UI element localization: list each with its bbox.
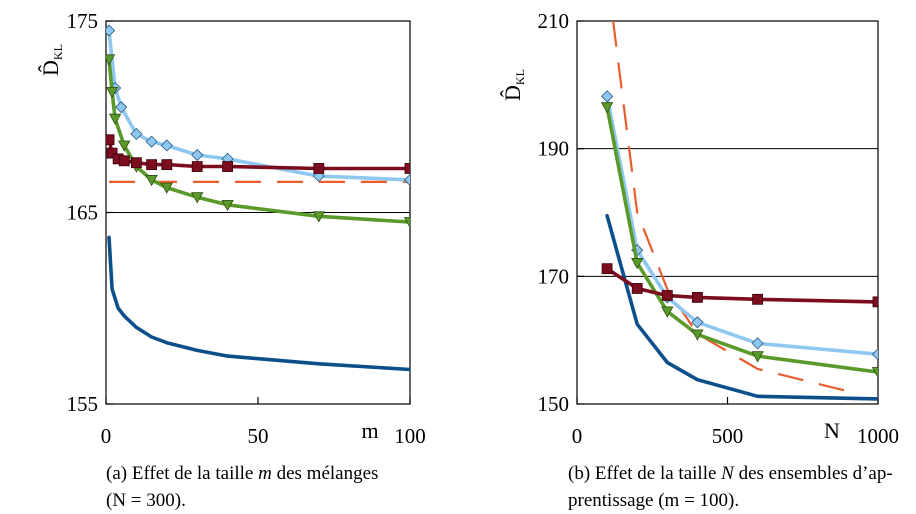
plot-area [106,24,410,372]
series-line [605,94,878,356]
data-point [115,101,128,114]
x-tick-label: 0 [101,424,112,448]
data-point [222,161,234,172]
data-point [106,147,118,159]
data-point [191,192,204,204]
data-point [404,163,410,174]
x-axis-label: m [361,418,378,443]
data-point [146,159,158,171]
caption-a-var: m [258,463,272,484]
y-axis-label: D̂KL [500,69,527,101]
chart-a: 0 50 100 155 165 175 m D̂KL [38,9,426,448]
y-axis-label-main: D̂ [500,85,525,101]
chart-b: 0 500 1000 150 170 190 210 N D̂KL [500,9,899,448]
data-point [191,148,204,162]
data-point [106,86,119,99]
y-tick-label: 165 [67,201,99,225]
y-axis-label-main: D̂ [38,60,63,76]
data-point [106,54,116,66]
data-point [130,157,142,169]
y-tick-label: 210 [538,9,570,33]
data-point [631,283,643,294]
data-point [160,182,173,194]
data-point [108,113,122,125]
data-point [403,217,410,229]
caption-b-var: N [721,463,734,484]
caption-a-label: (a) [106,463,128,484]
data-point [600,102,614,114]
data-point [106,134,115,146]
caption-b-post: des ensembles d’ap- [733,463,893,484]
data-point [691,316,704,329]
x-tick-label: 50 [248,424,269,448]
data-point [691,329,704,341]
data-point [161,159,173,171]
plot-area [600,21,878,401]
data-point [191,161,203,172]
data-point [601,90,614,103]
data-point [118,140,131,152]
data-point [312,211,325,223]
data-point [160,139,173,152]
caption-b-label: (b) [568,463,591,484]
y-axis-label-subscript: KL [51,44,65,60]
caption-b: (b) Effet de la taille N des ensembles d… [568,460,913,514]
series-line [107,28,410,182]
data-point [145,175,158,187]
data-point [130,127,143,141]
x-tick-label: 500 [712,424,744,448]
data-point [751,351,764,363]
x-tick-label: 100 [394,424,426,448]
y-axis-label-subscript: KL [513,69,527,85]
data-point [661,290,673,301]
x-tick-label: 0 [572,424,583,448]
data-point [661,306,674,318]
data-point [601,263,613,275]
series-line [107,235,410,372]
series-line [605,105,878,374]
y-tick-label: 170 [538,264,570,288]
data-point [871,348,878,361]
caption-a: (a) Effet de la taille m des mélanges (N… [106,460,496,514]
data-point [631,258,644,270]
series-line [605,266,878,304]
y-axis-label: D̂KL [38,44,65,76]
y-tick-label: 175 [67,9,99,33]
data-point [871,367,878,379]
caption-a-line2: (N = 300). [106,490,186,511]
data-point [751,337,764,350]
caption-b-line2: prentissage (m = 100). [568,490,740,511]
x-axis-label: N [824,418,840,443]
data-point [118,155,130,167]
data-point [313,163,325,174]
y-tick-label: 190 [538,137,570,161]
data-point [752,293,763,305]
x-tick-label: 1000 [857,424,899,448]
data-point [692,291,703,303]
data-point [145,135,158,148]
data-point [872,296,878,308]
caption-a-pre: Effet de la taille [131,463,259,484]
data-point [106,24,116,37]
series-line [605,213,878,401]
data-point [221,199,234,212]
y-tick-label: 155 [67,392,99,416]
y-tick-label: 150 [538,392,570,416]
caption-a-post: des mélanges [271,463,379,484]
data-point [403,173,410,187]
caption-b-pre: Effet de la taille [594,463,722,484]
